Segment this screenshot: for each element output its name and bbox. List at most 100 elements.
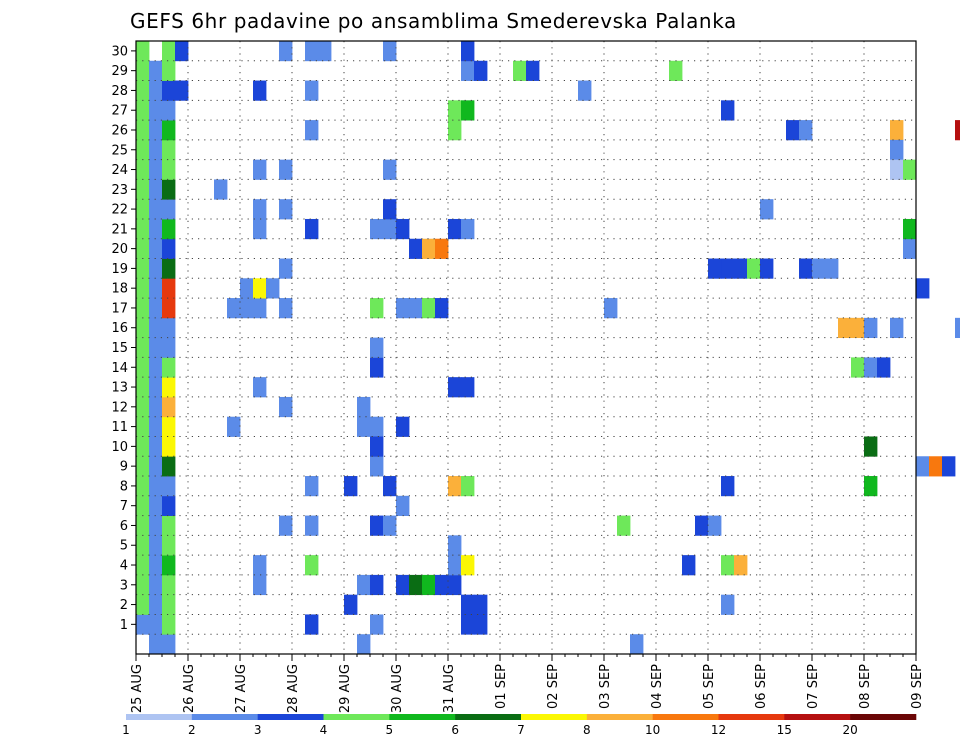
heatmap-cell: [253, 159, 267, 180]
heatmap-cell: [136, 357, 150, 378]
colorbar-label: 10: [645, 723, 660, 737]
heatmap-cell: [149, 199, 163, 220]
heatmap-cell: [760, 258, 774, 279]
heatmap-cell: [383, 515, 397, 536]
colorbar-swatch: [521, 714, 588, 720]
x-tick-label: 30 AUG: [390, 664, 405, 713]
colorbar-label: 15: [777, 723, 792, 737]
y-tick-label: 8: [120, 479, 128, 494]
heatmap-cell: [305, 614, 319, 635]
heatmap-cell: [162, 139, 176, 161]
x-axis: 25 AUG 26 AUG 27 AUG 28 AUG 29 AUG 30 AUG 31 A…: [130, 654, 925, 713]
heatmap-cell: [448, 535, 462, 556]
colorbar-swatch: [586, 714, 653, 720]
heatmap-cell: [370, 357, 384, 378]
heatmap-cell: [370, 337, 384, 358]
heatmap-cell: [136, 298, 150, 319]
heatmap-cell: [162, 337, 176, 358]
heatmap-cell: [461, 555, 475, 576]
heatmap-cell: [721, 476, 735, 497]
heatmap-cell: [136, 515, 150, 536]
heatmap-cell: [864, 436, 878, 457]
y-tick-label: 13: [111, 381, 128, 396]
heatmap-cell: [864, 317, 878, 339]
heatmap-cell: [396, 218, 410, 240]
heatmap-cell: [708, 258, 722, 279]
heatmap-cell: [162, 357, 176, 378]
heatmap-cell: [318, 41, 332, 62]
heatmap-cell: [383, 199, 397, 220]
heatmap-cell: [435, 298, 449, 319]
heatmap-cell: [279, 515, 293, 536]
colorbar-swatch: [323, 714, 390, 720]
heatmap-cell: [396, 298, 410, 319]
y-tick-label: 10: [111, 440, 128, 455]
heatmap-cell: [214, 179, 228, 200]
heatmap-cell: [149, 179, 163, 200]
heatmap-cell: [344, 476, 358, 497]
heatmap-cell: [435, 574, 449, 596]
heatmap-cell: [630, 634, 644, 655]
heatmap-cell: [422, 298, 436, 319]
colorbar-swatch: [389, 714, 456, 720]
heatmap-cell: [149, 120, 163, 141]
x-tick-label: 05 SEP: [702, 664, 717, 709]
heatmap-cell: [370, 515, 384, 536]
heatmap-cell: [136, 60, 150, 81]
heatmap-cell: [383, 218, 397, 240]
heatmap-cell: [461, 594, 475, 615]
heatmap-cell: [136, 120, 150, 141]
heatmap-cell: [149, 337, 163, 358]
heatmap-cell: [344, 594, 358, 615]
heatmap-cell: [149, 436, 163, 457]
heatmap-cell: [734, 258, 748, 279]
heatmap-cell: [149, 535, 163, 556]
heatmap-cell: [448, 218, 462, 240]
heatmap-cell: [474, 60, 488, 81]
heatmap-cell: [864, 357, 878, 378]
colorbar-label: 6: [451, 723, 459, 737]
heatmap-cell: [305, 80, 319, 101]
colorbar-swatch: [850, 714, 917, 720]
heatmap-cell: [760, 199, 774, 220]
heatmap-cell: [136, 416, 150, 437]
heatmap-cell: [162, 317, 176, 339]
heatmap-cell: [136, 436, 150, 457]
heatmap-cell: [409, 574, 423, 596]
heatmap-cell: [357, 416, 371, 437]
heatmap-cell: [253, 377, 267, 398]
heatmap-cell: [448, 377, 462, 398]
heatmap-cell: [136, 41, 150, 62]
heatmap-cell: [851, 357, 865, 378]
heatmap-cell: [149, 238, 163, 259]
heatmap-cell: [136, 317, 150, 339]
y-tick-label: 24: [111, 163, 128, 178]
heatmap-cell: [305, 476, 319, 497]
y-tick-label: 17: [111, 301, 128, 316]
heatmap-cell: [240, 298, 254, 319]
heatmap-cell: [305, 515, 319, 536]
heatmap-cell: [149, 317, 163, 339]
heatmap-cell: [370, 614, 384, 635]
heatmap-cell: [422, 574, 436, 596]
y-tick-label: 4: [120, 559, 128, 574]
y-tick-label: 29: [111, 64, 128, 79]
heatmap-cell: [461, 218, 475, 240]
heatmap-cell: [448, 555, 462, 576]
heatmap-cell: [149, 80, 163, 101]
heatmap-cell: [162, 436, 176, 457]
y-tick-label: 5: [120, 539, 128, 554]
heatmap-cell: [253, 80, 267, 101]
heatmap-cell: [305, 555, 319, 576]
heatmap-cell: [136, 100, 150, 121]
heatmap-cell: [695, 515, 709, 536]
heatmap-cell: [422, 238, 436, 259]
y-tick-label: 26: [111, 123, 128, 138]
heatmap-cell: [916, 278, 930, 299]
heatmap-cell: [149, 357, 163, 378]
x-tick-label: 09 SEP: [910, 664, 925, 709]
heatmap-cell: [149, 495, 163, 516]
heatmap-cell: [955, 120, 960, 141]
y-tick-label: 2: [120, 598, 128, 613]
heatmap-cell: [162, 634, 176, 655]
